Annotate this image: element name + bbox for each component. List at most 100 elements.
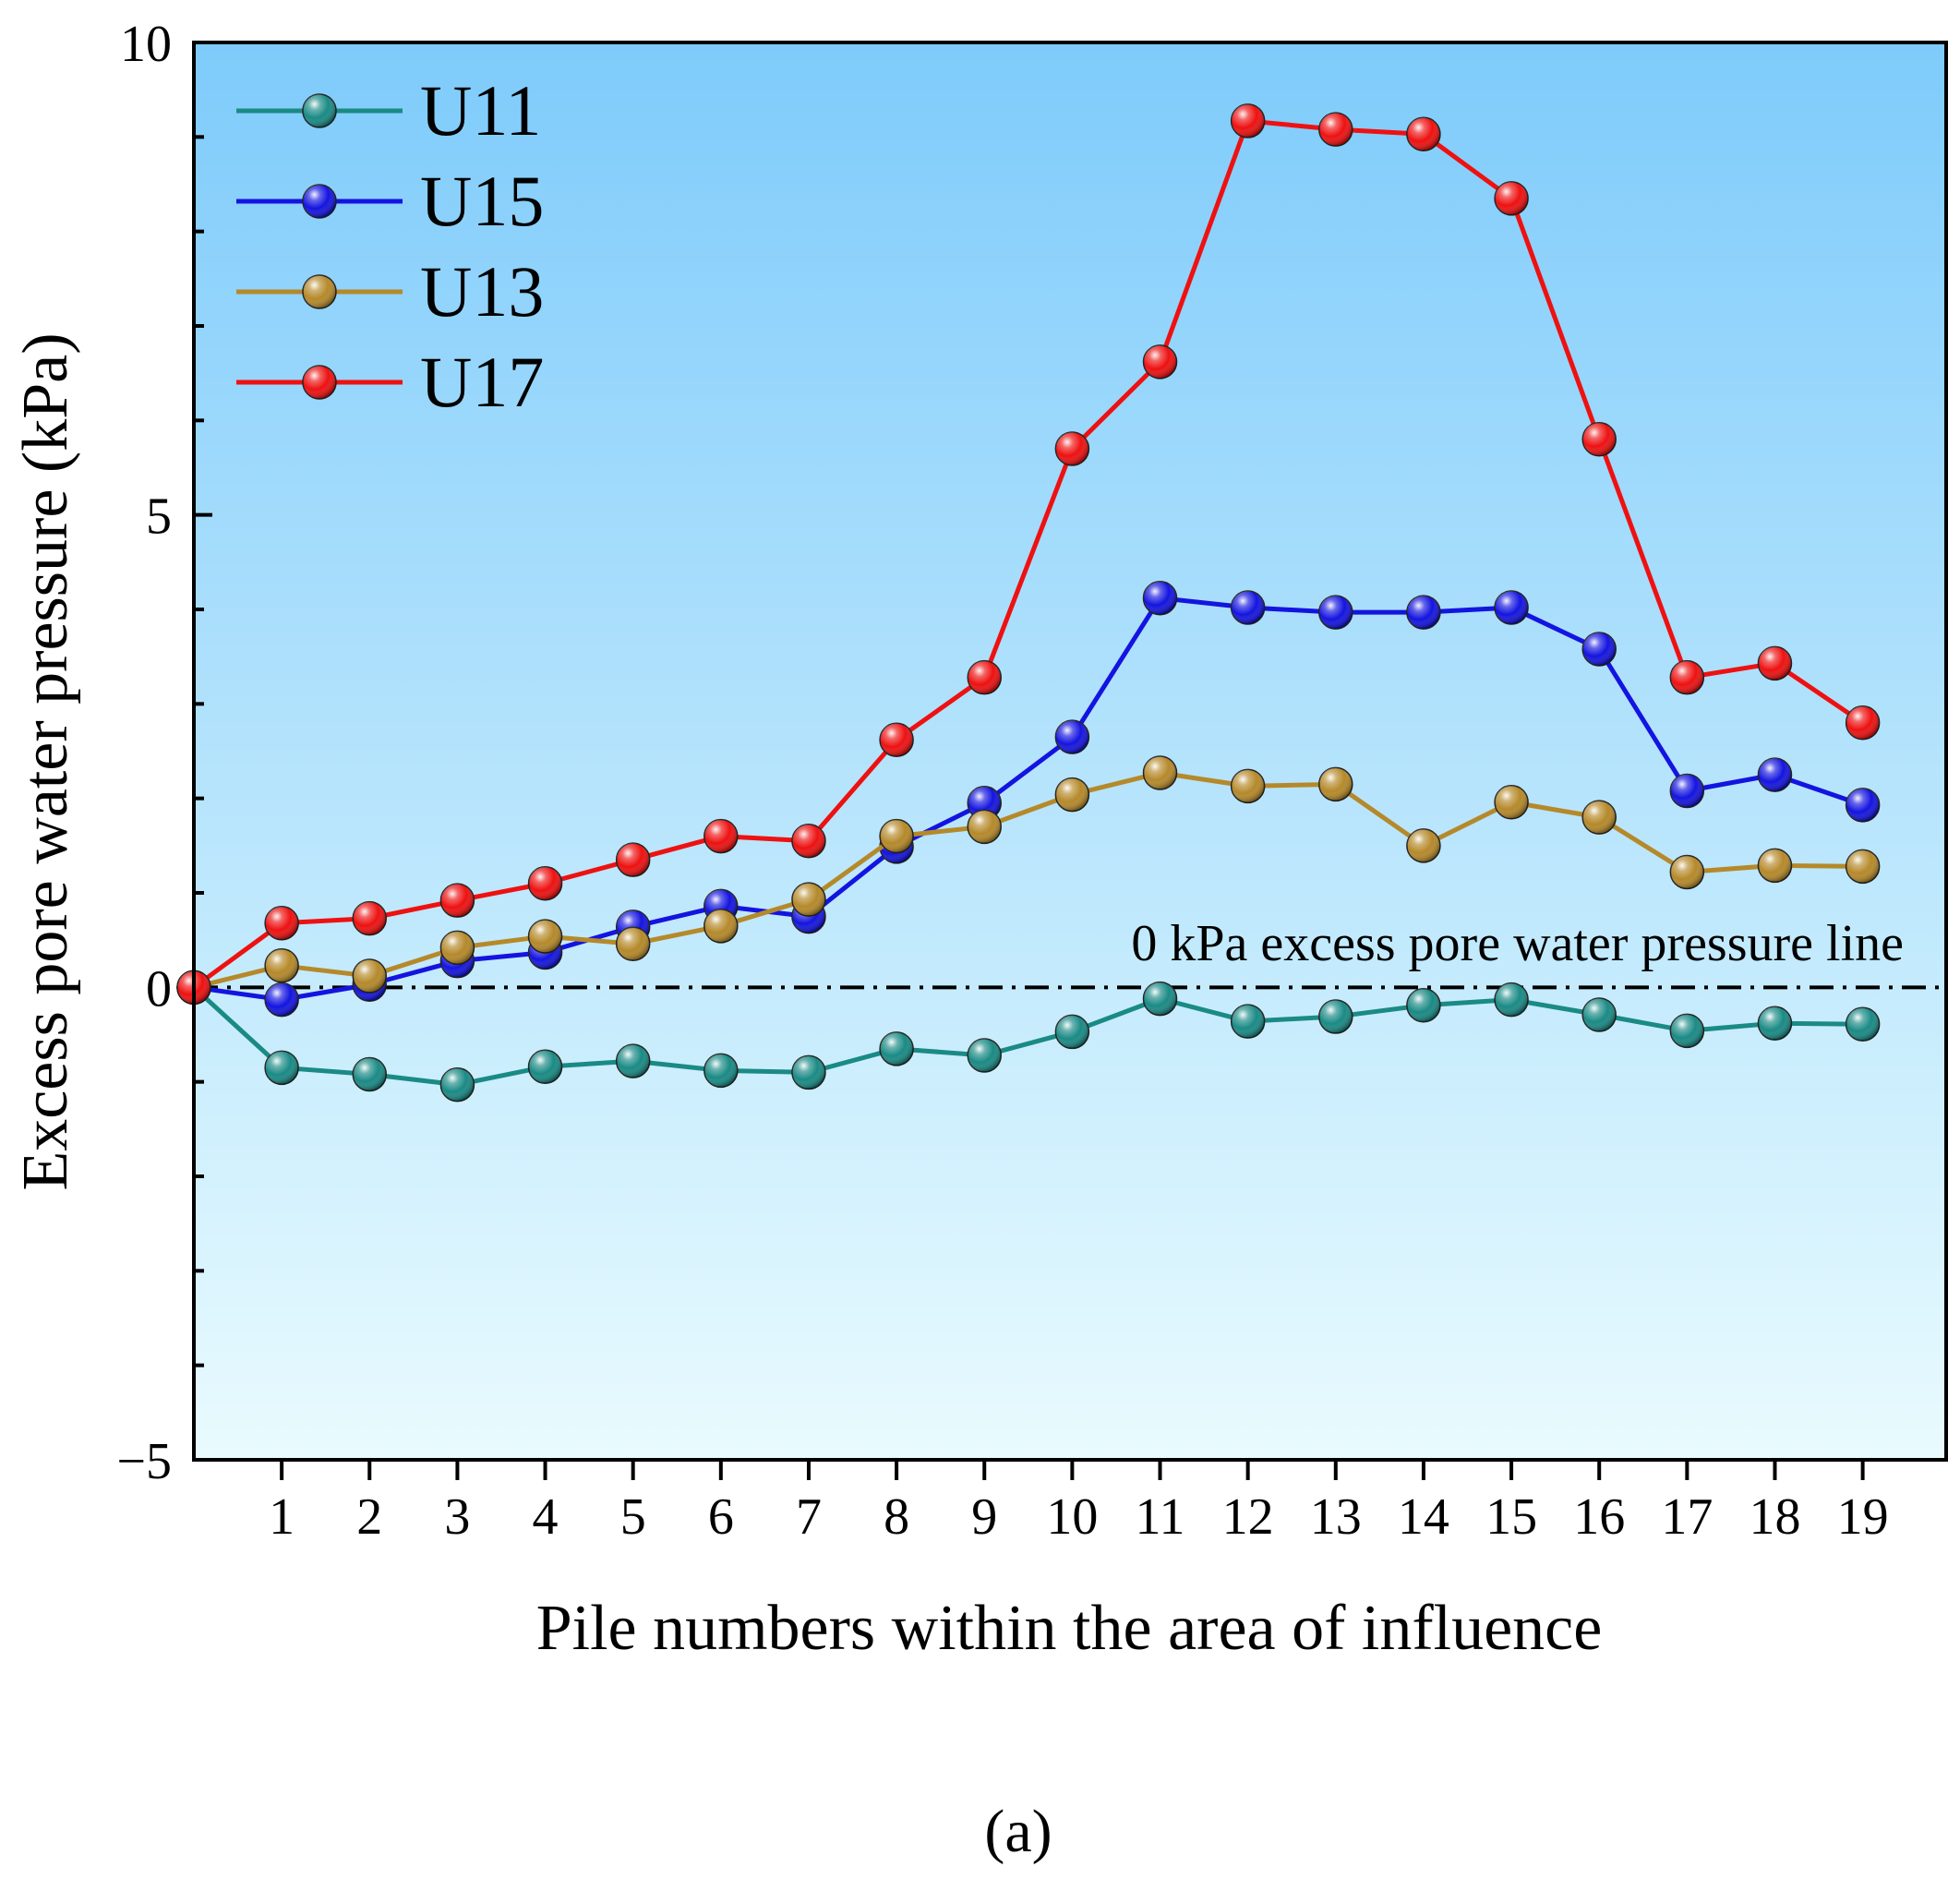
- data-point-U11: [1318, 999, 1353, 1034]
- point-shine: [1758, 849, 1792, 883]
- point-shine: [1231, 590, 1265, 624]
- x-tick-label: 4: [533, 1488, 559, 1546]
- x-tick-label: 6: [708, 1488, 734, 1546]
- data-point-U13: [1054, 777, 1090, 813]
- legend-item-U13: U13: [236, 251, 544, 331]
- data-point-U13: [1406, 828, 1441, 863]
- x-tick-label: 5: [620, 1488, 646, 1546]
- point-shine: [968, 1039, 1002, 1073]
- point-shine: [1406, 596, 1440, 630]
- point-shine: [1495, 181, 1529, 215]
- legend-item-U15: U15: [236, 161, 544, 241]
- point-shine: [265, 906, 299, 940]
- data-point-U11: [615, 1043, 651, 1078]
- point-shine: [440, 931, 475, 965]
- series-layer: [176, 103, 1881, 1102]
- legend-marker-shine: [303, 275, 336, 308]
- point-shine: [1318, 113, 1353, 147]
- point-shine: [1758, 646, 1792, 681]
- point-shine: [968, 660, 1002, 694]
- point-shine: [265, 982, 299, 1017]
- point-shine: [1231, 769, 1265, 803]
- point-shine: [1846, 849, 1880, 884]
- reference-line-label: 0 kPa excess pore water pressure line: [1131, 915, 1904, 972]
- data-point-U17: [527, 866, 563, 901]
- point-shine: [1670, 1014, 1704, 1048]
- data-point-U11: [791, 1054, 826, 1090]
- data-point-U11: [1142, 981, 1178, 1017]
- y-axis-title: Excess pore water pressure (kPa): [10, 332, 81, 1190]
- y-tick-label: 0: [146, 960, 172, 1018]
- point-shine: [528, 1050, 562, 1084]
- data-point-U13: [527, 919, 563, 954]
- point-shine: [1582, 632, 1617, 666]
- point-shine: [1055, 432, 1089, 466]
- data-point-U17: [1230, 103, 1266, 139]
- legend-marker-shine: [303, 94, 336, 127]
- point-shine: [1143, 344, 1177, 379]
- data-point-U13: [615, 926, 651, 962]
- data-point-U17: [615, 842, 651, 877]
- data-point-U15: [1318, 595, 1353, 630]
- plot-frame: [192, 41, 1948, 1462]
- x-tick-label: 9: [971, 1488, 997, 1546]
- point-shine: [1143, 581, 1177, 615]
- point-shine: [791, 824, 825, 858]
- data-point-U17: [1845, 705, 1881, 741]
- point-shine: [1231, 1005, 1265, 1039]
- figure-caption: (a): [984, 1798, 1052, 1865]
- data-point-U15: [1845, 788, 1881, 823]
- point-shine: [1143, 756, 1177, 790]
- data-point-U13: [791, 882, 826, 917]
- point-shine: [353, 901, 387, 935]
- data-point-U13: [1318, 766, 1353, 802]
- legend-label: U13: [420, 251, 544, 331]
- x-tick-label: 17: [1661, 1488, 1713, 1546]
- point-shine: [1582, 801, 1617, 835]
- data-point-U11: [1669, 1013, 1705, 1049]
- point-shine: [1055, 777, 1089, 812]
- data-point-U17: [1142, 344, 1178, 379]
- point-shine: [1495, 785, 1529, 819]
- data-point-U13: [352, 958, 388, 994]
- data-point-U17: [1669, 659, 1705, 695]
- x-tick-label: 7: [796, 1488, 822, 1546]
- y-tick-label: 5: [146, 488, 172, 546]
- point-shine: [1318, 1000, 1353, 1034]
- data-point-U17: [1054, 431, 1090, 466]
- point-shine: [880, 819, 914, 853]
- point-shine: [703, 909, 738, 943]
- data-point-U13: [1757, 848, 1793, 884]
- point-shine: [703, 1054, 738, 1088]
- data-point-U15: [1581, 632, 1617, 667]
- point-shine: [616, 843, 650, 877]
- x-tick-label: 11: [1136, 1488, 1185, 1546]
- legend-label: U15: [420, 161, 544, 241]
- data-point-U13: [1669, 854, 1705, 890]
- point-shine: [1758, 758, 1792, 792]
- data-point-U11: [527, 1049, 563, 1085]
- point-shine: [1406, 117, 1440, 151]
- point-shine: [265, 1051, 299, 1085]
- y-tick-label: −5: [116, 1433, 172, 1490]
- series-U11: [176, 970, 1881, 1102]
- point-shine: [968, 786, 1002, 820]
- x-tick-label: 19: [1837, 1488, 1889, 1546]
- data-point-U17: [879, 722, 914, 757]
- point-shine: [791, 883, 825, 917]
- data-point-U17: [1757, 645, 1793, 681]
- data-point-U17: [1406, 116, 1441, 152]
- point-shine: [440, 1067, 475, 1102]
- point-shine: [1758, 1006, 1792, 1041]
- data-point-U17: [1494, 181, 1529, 216]
- data-point-U13: [703, 909, 739, 944]
- data-point-U13: [264, 948, 299, 983]
- point-shine: [528, 920, 562, 954]
- data-point-U11: [352, 1056, 388, 1092]
- point-shine: [1495, 590, 1529, 624]
- point-shine: [353, 1057, 387, 1091]
- point-shine: [528, 866, 562, 900]
- data-point-U15: [1230, 590, 1266, 625]
- point-shine: [1846, 1007, 1880, 1042]
- data-point-U11: [1230, 1004, 1266, 1039]
